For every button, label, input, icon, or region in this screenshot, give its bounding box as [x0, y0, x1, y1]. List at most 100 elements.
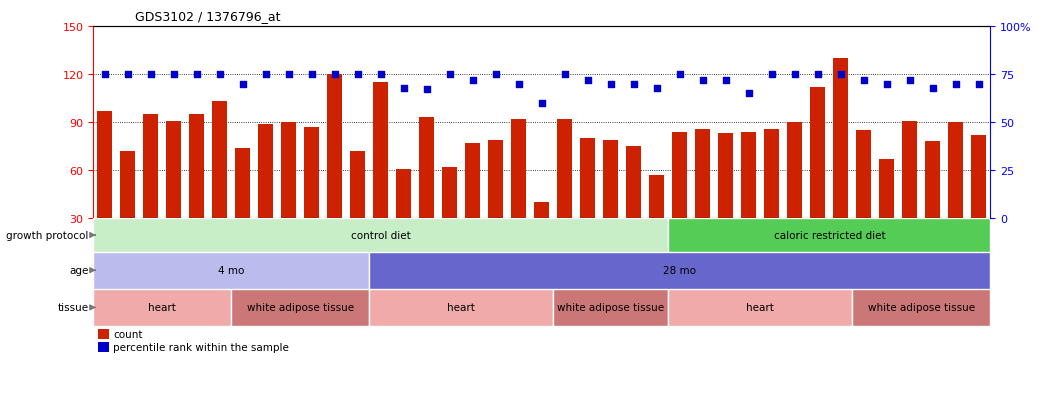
Point	[672, 71, 689, 78]
Text: white adipose tissue: white adipose tissue	[557, 303, 665, 313]
Bar	[235, 148, 250, 219]
Bar	[604, 140, 618, 219]
Point	[625, 81, 642, 88]
Point	[901, 77, 918, 84]
Point	[419, 87, 436, 93]
Point	[810, 71, 826, 78]
Bar	[554, 289, 668, 326]
Bar	[281, 123, 297, 219]
Text: age: age	[69, 266, 89, 275]
Point	[304, 71, 320, 78]
Bar	[120, 152, 135, 219]
Bar	[810, 88, 825, 219]
Bar	[787, 123, 803, 219]
Bar	[419, 118, 435, 219]
Point	[119, 71, 136, 78]
Point	[878, 81, 895, 88]
Text: heart: heart	[747, 303, 775, 313]
Point	[395, 85, 412, 92]
Point	[465, 77, 481, 84]
Point	[763, 71, 780, 78]
Point	[142, 71, 159, 78]
Bar	[741, 133, 756, 219]
Point	[327, 71, 343, 78]
Bar	[396, 169, 412, 219]
Bar	[328, 75, 342, 219]
Point	[786, 71, 803, 78]
Point	[580, 77, 596, 84]
Text: growth protocol: growth protocol	[6, 230, 89, 240]
Bar	[97, 342, 109, 352]
Bar	[649, 176, 665, 219]
Point	[281, 71, 298, 78]
Bar	[166, 121, 181, 219]
Point	[925, 85, 942, 92]
Bar	[764, 129, 780, 219]
Point	[234, 81, 251, 88]
Text: control diet: control diet	[351, 230, 411, 240]
Bar	[902, 121, 918, 219]
Text: caloric restricted diet: caloric restricted diet	[774, 230, 886, 240]
Bar	[557, 120, 572, 219]
Bar	[373, 83, 388, 219]
Bar	[93, 252, 369, 289]
Bar	[213, 102, 227, 219]
Bar	[443, 168, 457, 219]
Text: percentile rank within the sample: percentile rank within the sample	[113, 342, 289, 352]
Bar	[351, 152, 365, 219]
Point	[533, 100, 550, 107]
Bar	[304, 128, 319, 219]
Text: 28 mo: 28 mo	[664, 266, 696, 275]
Text: count: count	[113, 330, 142, 339]
Bar	[581, 139, 595, 219]
Point	[971, 81, 987, 88]
Point	[557, 71, 573, 78]
Bar	[258, 124, 274, 219]
Point	[833, 71, 849, 78]
Text: tissue: tissue	[58, 303, 89, 313]
Point	[695, 77, 711, 84]
Point	[349, 71, 366, 78]
Bar	[369, 289, 554, 326]
Point	[602, 81, 619, 88]
Bar	[696, 129, 710, 219]
Bar	[97, 112, 112, 219]
Bar	[143, 115, 159, 219]
Point	[372, 71, 389, 78]
Bar	[231, 289, 369, 326]
Point	[856, 77, 872, 84]
Bar	[852, 289, 990, 326]
Text: heart: heart	[148, 303, 176, 313]
Point	[948, 81, 964, 88]
Text: white adipose tissue: white adipose tissue	[247, 303, 354, 313]
Bar	[93, 219, 668, 252]
Bar	[668, 219, 990, 252]
Point	[189, 71, 205, 78]
Bar	[190, 115, 204, 219]
Text: heart: heart	[447, 303, 475, 313]
Bar	[93, 289, 231, 326]
Bar	[369, 252, 990, 289]
Point	[510, 81, 527, 88]
Point	[212, 71, 228, 78]
Point	[96, 71, 113, 78]
Bar	[949, 123, 963, 219]
Point	[166, 71, 183, 78]
Bar	[534, 203, 550, 219]
Text: 4 mo: 4 mo	[218, 266, 245, 275]
Bar	[972, 135, 986, 219]
Point	[442, 71, 458, 78]
Point	[257, 71, 274, 78]
Bar	[511, 120, 527, 219]
Point	[648, 85, 665, 92]
Bar	[719, 134, 733, 219]
Bar	[857, 131, 871, 219]
Bar	[834, 59, 848, 219]
Bar	[879, 160, 894, 219]
Text: GDS3102 / 1376796_at: GDS3102 / 1376796_at	[135, 10, 280, 23]
Bar	[626, 147, 641, 219]
Point	[718, 77, 734, 84]
Point	[487, 71, 504, 78]
Text: white adipose tissue: white adipose tissue	[868, 303, 975, 313]
Bar	[672, 133, 688, 219]
